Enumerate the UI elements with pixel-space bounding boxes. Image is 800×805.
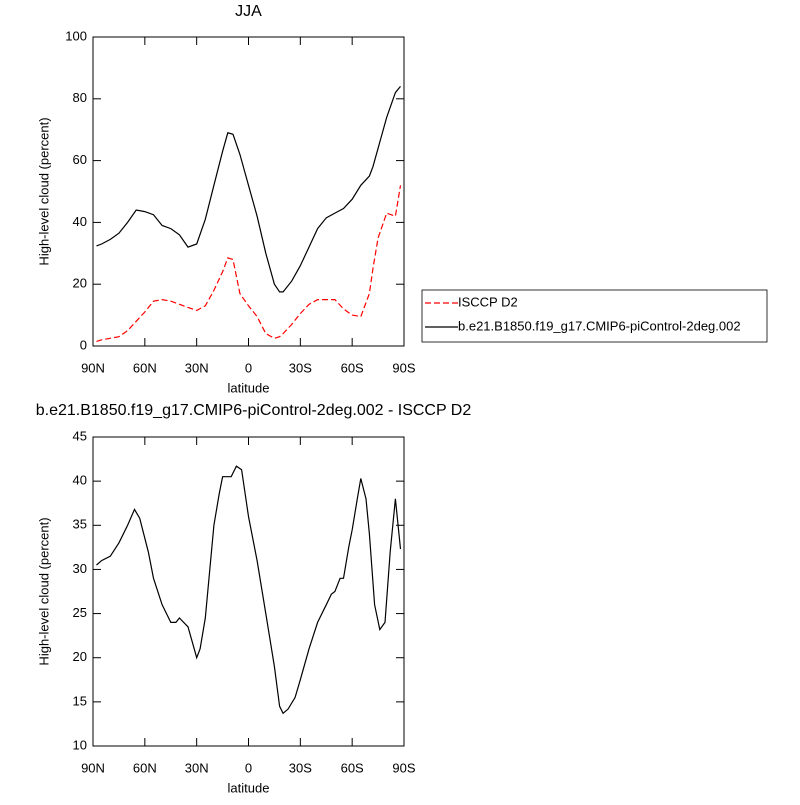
y-tick-label: 40 — [73, 473, 87, 488]
y-tick-label: 35 — [73, 517, 87, 532]
y-tick-label: 0 — [80, 337, 87, 352]
chart-title: JJA — [235, 3, 262, 20]
y-tick-label: 20 — [73, 649, 87, 664]
x-tick-label: 90S — [392, 760, 415, 775]
y-tick-label: 60 — [73, 152, 87, 167]
y-tick-label: 80 — [73, 90, 87, 105]
y-tick-label: 30 — [73, 561, 87, 576]
series-line — [96, 86, 401, 293]
legend-box — [421, 289, 768, 343]
x-tick-label: 90N — [81, 360, 105, 375]
y-axis-label: High-level cloud (percent) — [36, 117, 51, 265]
series-line — [96, 185, 402, 342]
x-tick-label: 30S — [289, 360, 312, 375]
legend-label: ISCCP D2 — [458, 294, 518, 309]
y-tick-label: 45 — [73, 428, 87, 443]
y-tick-label: 100 — [65, 28, 87, 43]
y-tick-label: 20 — [73, 276, 87, 291]
y-tick-label: 10 — [73, 737, 87, 752]
x-tick-label: 0 — [245, 760, 252, 775]
x-tick-label: 90N — [81, 760, 105, 775]
y-tick-label: 15 — [73, 693, 87, 708]
x-tick-label: 90S — [392, 360, 415, 375]
x-tick-label: 60S — [341, 360, 364, 375]
x-tick-label: 60N — [133, 760, 157, 775]
x-axis-label: latitude — [228, 780, 270, 795]
x-tick-label: 0 — [245, 360, 252, 375]
x-tick-label: 60N — [133, 360, 157, 375]
y-tick-label: 40 — [73, 214, 87, 229]
y-axis-label: High-level cloud (percent) — [36, 517, 51, 665]
x-tick-label: 30S — [289, 760, 312, 775]
x-tick-label: 60S — [341, 760, 364, 775]
x-tick-label: 30N — [185, 760, 209, 775]
plot-frame — [92, 436, 405, 747]
x-axis-label: latitude — [228, 380, 270, 395]
y-tick-label: 25 — [73, 605, 87, 620]
legend-label: b.e21.B1850.f19_g17.CMIP6-piControl-2deg… — [458, 318, 741, 333]
series-line — [96, 465, 402, 715]
chart-title: b.e21.B1850.f19_g17.CMIP6-piControl-2deg… — [36, 402, 472, 419]
x-tick-label: 30N — [185, 360, 209, 375]
